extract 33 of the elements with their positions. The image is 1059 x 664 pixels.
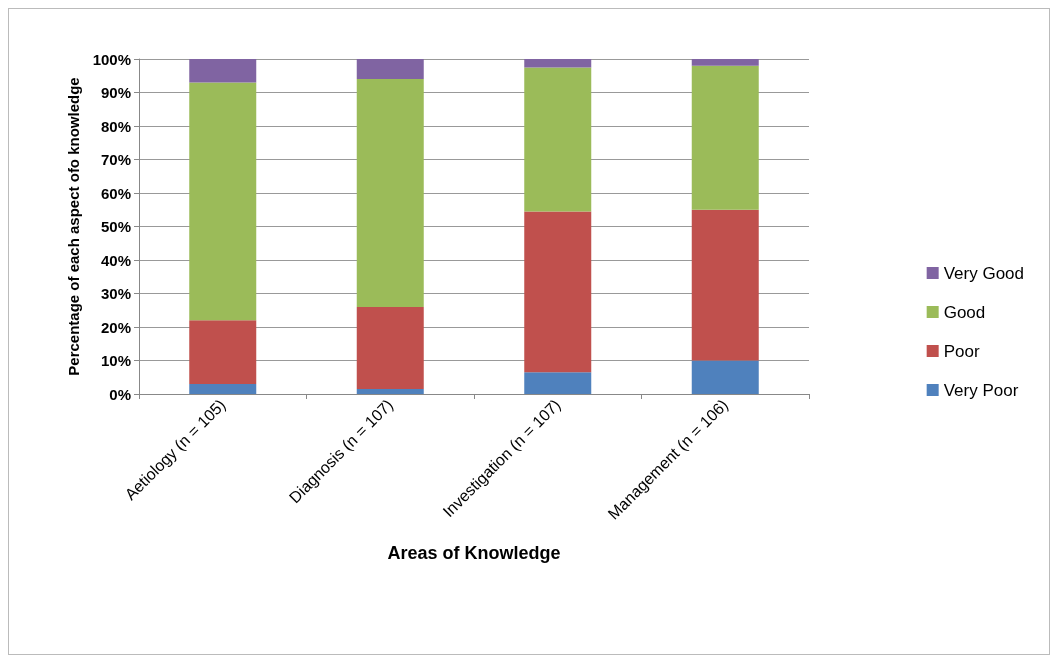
legend-label: Very Poor [943,380,1019,400]
legend-label: Very Good [943,263,1024,283]
bar [524,67,592,212]
y-tick-label: 60% [100,184,131,202]
legend-label: Good [943,302,986,322]
bar [356,59,424,80]
legend-label: Poor [943,341,980,361]
y-tick-label: 0% [109,385,131,403]
y-axis-title: Percentage of each aspect ofo knowledge [65,77,82,376]
bar [189,59,257,83]
bar [691,59,759,66]
y-tick-label: 80% [100,117,131,135]
bar [356,79,424,307]
bar [691,65,759,210]
bar [524,59,592,68]
y-tick-label: 10% [100,352,131,369]
bar [189,320,257,384]
bar [691,209,759,361]
y-tick-label: 50% [100,218,131,235]
x-axis-title: Areas of Knowledge [387,543,561,563]
bar [524,372,592,394]
bar [189,82,257,321]
y-tick-label: 30% [100,285,131,302]
y-tick-label: 90% [100,84,131,101]
bar [691,360,759,394]
bar [356,388,424,394]
y-tick-label: 40% [100,251,131,269]
y-tick-label: 20% [100,318,131,336]
bar [356,306,424,389]
bar [189,383,257,394]
y-tick-label: 100% [92,50,131,68]
y-tick-label: 70% [100,151,131,168]
bar [524,211,592,373]
